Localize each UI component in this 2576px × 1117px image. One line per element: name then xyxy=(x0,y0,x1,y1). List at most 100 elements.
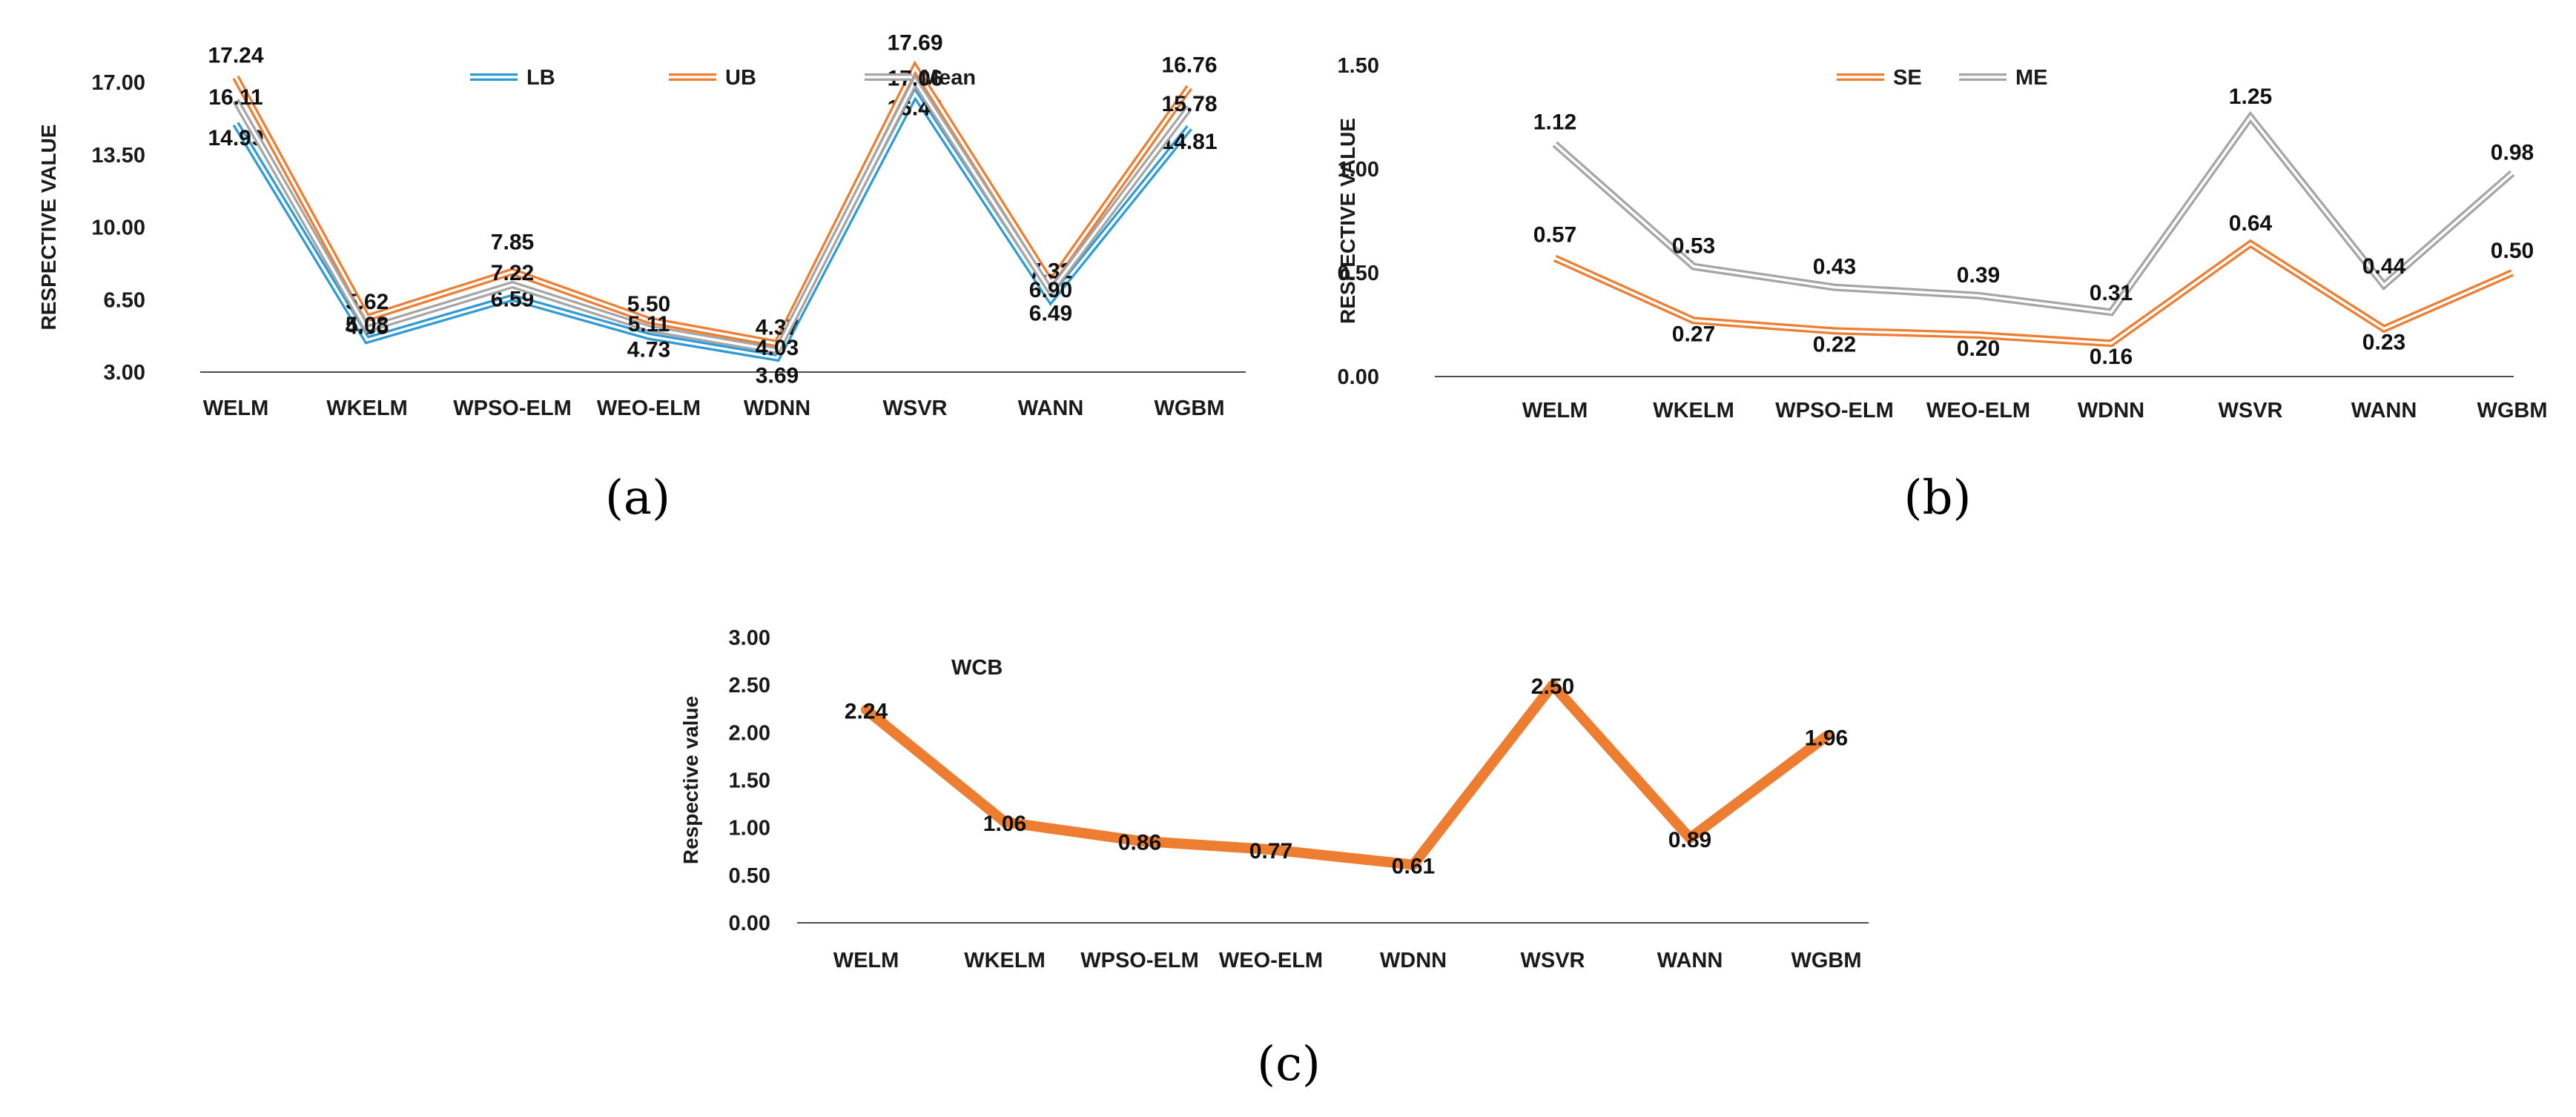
data-label: 0.44 xyxy=(2362,254,2406,279)
series-line-WCB xyxy=(861,680,1832,870)
y-tick-label: 0.00 xyxy=(729,912,770,935)
legend-item-LB: LB xyxy=(470,66,555,90)
chart-panel-3: 0.00 0.50 1.00 1.50 2.00 2.50 3.00 WELM WKELM WPS… xyxy=(679,626,1869,1092)
y-tick-label: 2.00 xyxy=(729,721,770,745)
x-tick-label: WEO-ELM xyxy=(1926,399,2030,422)
data-label: 5.08 xyxy=(346,313,389,337)
y-tick-label: 10.00 xyxy=(91,216,145,240)
data-label: 0.43 xyxy=(1813,255,1856,279)
legend-item-SE: SE xyxy=(1837,66,1922,90)
data-label: 0.23 xyxy=(2362,331,2405,355)
panel-caption: (a) xyxy=(605,471,670,526)
data-label: 0.57 xyxy=(1533,222,1576,247)
chart-panel-1: 3.00 6.50 10.00 13.50 17.00 WELM WKELM WPSO-ELM… xyxy=(37,31,1246,526)
data-label: 7.22 xyxy=(491,261,534,285)
series-SE: 0.57 0.27 0.22 0.20 0.16 0.64 0.23 0.50 xyxy=(1533,211,2534,369)
data-label: 17.69 xyxy=(887,31,942,56)
y-tick-label: 3.00 xyxy=(104,361,145,385)
series-line-inner-ME xyxy=(1553,115,2514,314)
x-tick-label: WSVR xyxy=(1521,949,1585,972)
data-label: 1.96 xyxy=(1805,726,1848,750)
data-label: 16.11 xyxy=(208,85,262,110)
x-tick-label: WSVR xyxy=(883,397,948,420)
data-label: 0.64 xyxy=(2229,211,2273,236)
data-label: 17.24 xyxy=(208,43,263,67)
series-line-inner-Mean xyxy=(234,78,1191,353)
series-line-inner-SE xyxy=(1554,242,2513,345)
series-line-inner-UB xyxy=(234,65,1191,345)
series-WCB: 2.24 1.06 0.86 0.77 0.61 2.50 0.89 1.96 xyxy=(845,674,1848,879)
y-axis-title: RESPECTIVE VALUE xyxy=(37,125,60,331)
legend-label: UB xyxy=(725,66,756,90)
x-tick-label: WDNN xyxy=(2078,399,2144,422)
data-label: 0.53 xyxy=(1672,234,1715,259)
data-label: 6.90 xyxy=(1029,278,1072,302)
y-tick-label: 1.50 xyxy=(729,769,770,793)
data-label: 5.50 xyxy=(627,292,670,316)
x-tick-label: WANN xyxy=(1018,397,1084,420)
data-label: 2.24 xyxy=(845,700,888,724)
data-label: 0.61 xyxy=(1392,855,1435,879)
data-label: 0.86 xyxy=(1118,831,1161,855)
y-tick-label: 17.00 xyxy=(91,71,145,95)
y-tick-label: 0.00 xyxy=(1338,365,1379,389)
x-tick-label: WPSO-ELM xyxy=(1080,949,1199,972)
data-label: 0.77 xyxy=(1249,839,1292,864)
x-tick-label: WKELM xyxy=(964,949,1046,972)
data-label: 4.03 xyxy=(756,336,799,360)
x-tick-label: WEO-ELM xyxy=(1219,949,1323,972)
x-tick-label: WGBM xyxy=(1154,397,1224,420)
data-label: 0.98 xyxy=(2491,141,2534,165)
x-tick-label: WDNN xyxy=(744,397,810,420)
y-tick-label: 6.50 xyxy=(104,288,145,312)
legend-label: LB xyxy=(526,66,555,90)
x-tick-label: WPSO-ELM xyxy=(453,397,572,420)
data-label: 4.73 xyxy=(627,338,670,362)
x-tick-label: WPSO-ELM xyxy=(1775,399,1894,422)
panel-caption: (b) xyxy=(1904,471,1972,526)
data-label: 0.50 xyxy=(2491,239,2534,263)
panel-caption: (c) xyxy=(1257,1037,1321,1092)
data-label: 0.27 xyxy=(1672,322,1715,346)
x-tick-label: WKELM xyxy=(1653,399,1734,422)
x-tick-label: WANN xyxy=(2351,399,2417,422)
legend-label: SE xyxy=(1893,66,1922,90)
x-tick-label: WGBM xyxy=(2477,399,2547,422)
data-label: 5.11 xyxy=(628,312,670,337)
data-label: 7.85 xyxy=(491,231,534,255)
y-tick-label: 13.50 xyxy=(91,144,145,168)
data-label: 3.69 xyxy=(756,364,799,388)
y-axis-title: RESPECTIVE VALUE xyxy=(1336,118,1359,324)
legend-item-Mean: Mean xyxy=(865,66,976,90)
y-tick-label: 1.00 xyxy=(1338,158,1379,182)
y-tick-label: 1.50 xyxy=(1338,54,1379,78)
legend-item-ME: ME xyxy=(1959,66,2048,90)
data-label: 0.16 xyxy=(2090,345,2133,369)
data-label: 1.12 xyxy=(1533,110,1576,134)
legend-item-UB: UB xyxy=(669,66,756,90)
chart-panel-2: 0.00 0.50 1.00 1.50 WELM WKELM WPSO-ELM WEO-ELM… xyxy=(1336,54,2548,526)
data-label: 0.89 xyxy=(1668,828,1711,852)
x-tick-label: WDNN xyxy=(1380,949,1447,972)
data-label: 1.25 xyxy=(2229,84,2272,109)
legend-label: Mean xyxy=(921,66,976,90)
y-axis-title: Respective value xyxy=(679,696,702,864)
x-tick-label: WELM xyxy=(833,949,899,972)
data-label: 16.76 xyxy=(1161,53,1217,78)
x-tick-label: WSVR xyxy=(2219,399,2283,422)
y-tick-label: 1.00 xyxy=(729,817,770,841)
x-tick-label: WANN xyxy=(1657,949,1723,972)
y-tick-label: 2.50 xyxy=(729,674,770,697)
x-tick-label: WKELM xyxy=(326,397,408,420)
x-tick-label: WELM xyxy=(1522,399,1588,422)
x-tick-label: WEO-ELM xyxy=(597,397,701,420)
y-tick-label: 0.50 xyxy=(1338,262,1379,285)
data-label: 0.20 xyxy=(1957,337,2000,361)
y-tick-label: 0.50 xyxy=(729,864,770,888)
data-label: 0.31 xyxy=(2090,281,2133,305)
legend-label: ME xyxy=(2015,66,2048,90)
